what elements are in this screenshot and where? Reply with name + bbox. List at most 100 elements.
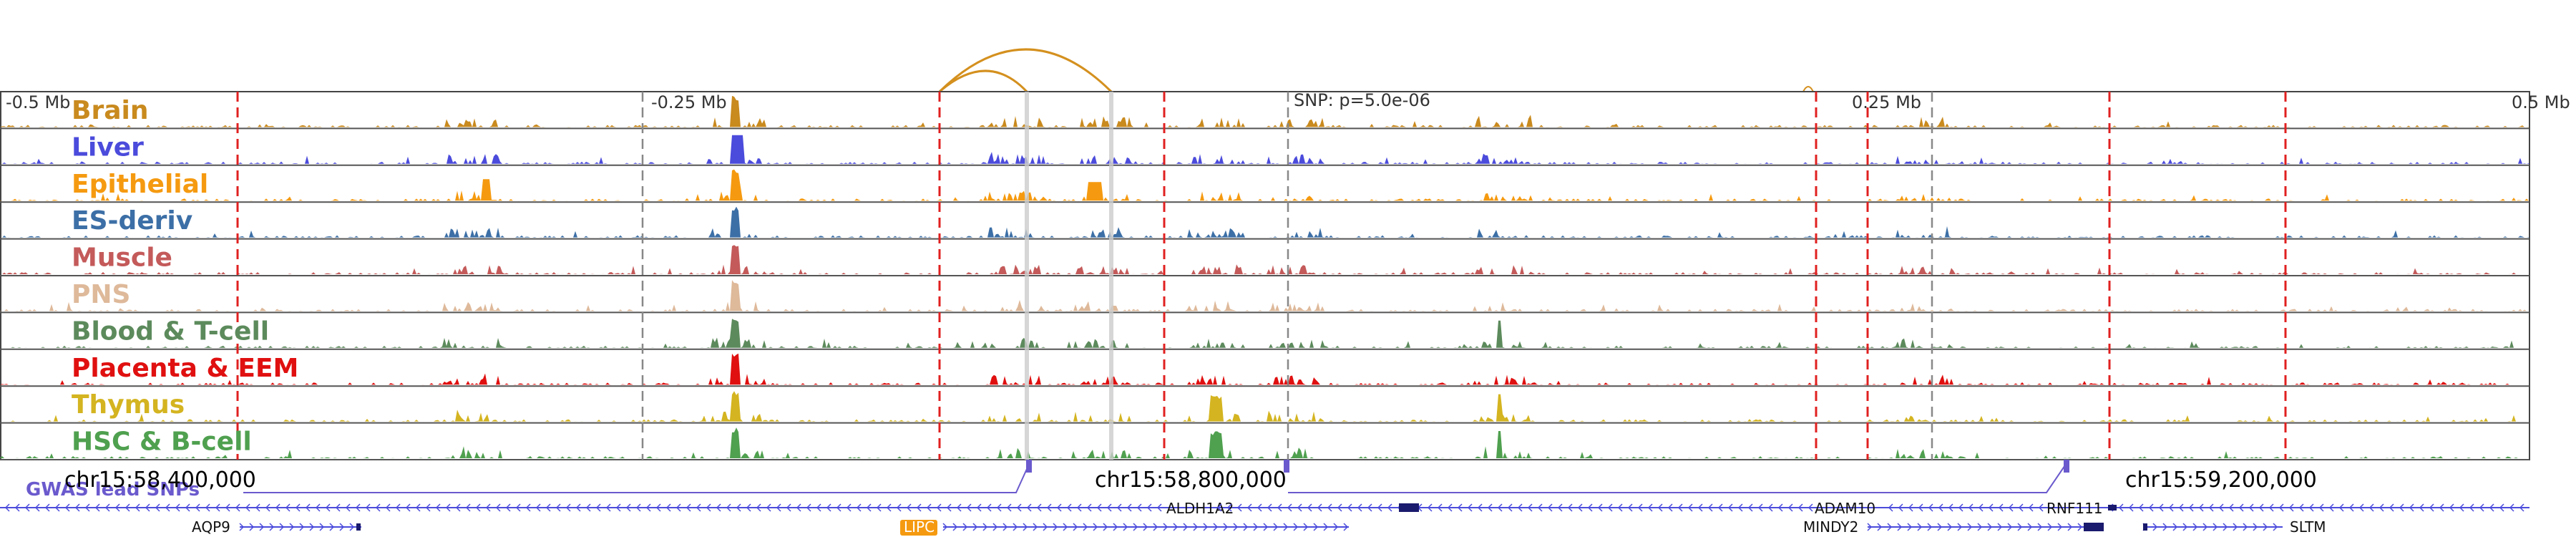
strand-chevron [565, 503, 571, 512]
strand-chevron [175, 503, 180, 512]
strand-chevron [1577, 503, 1583, 512]
gwas-track-label: GWAS lead SNPs [26, 479, 200, 500]
strand-chevron [1297, 503, 1302, 512]
strand-chevron [1617, 503, 1623, 512]
track-labels: Brain Liver Epithelial ES-deriv Muscle PNS Blo… [72, 96, 298, 457]
strand-chevron [2192, 523, 2198, 531]
strand-chevron [445, 503, 451, 512]
strand-chevron [1908, 503, 1913, 512]
strand-chevron [1156, 503, 1162, 512]
track-label: Epithelial [72, 170, 208, 199]
strand-chevron [1507, 503, 1513, 512]
strand-chevron [235, 503, 240, 512]
position-ruler: -0.5 Mb -0.25 Mb 0.25 Mb 0.5 Mb SNP: p=5… [6, 90, 2570, 112]
strand-chevron [1216, 503, 1222, 512]
strand-chevron [2273, 523, 2278, 531]
strand-chevron [1086, 503, 1092, 512]
strand-chevron [1287, 503, 1292, 512]
strand-chevron [2439, 503, 2444, 512]
strand-chevron [836, 503, 841, 512]
strand-chevron [425, 503, 431, 512]
gene-annotation-track: ALDH1A2 ADAM10 RNF111 AQP9 LIPC MINDY2 S… [0, 500, 2529, 536]
strand-chevron [1667, 503, 1673, 512]
strand-chevron [535, 503, 541, 512]
track-signal-8 [0, 391, 2529, 424]
strand-chevron [2128, 503, 2134, 512]
strand-chevron [1567, 503, 1573, 512]
gwas-connector [1288, 460, 2069, 493]
strand-chevron [165, 503, 170, 512]
strand-chevron [1357, 503, 1362, 512]
strand-chevron [1677, 503, 1683, 512]
strand-chevron [2298, 503, 2304, 512]
strand-chevron [2202, 523, 2208, 531]
strand-chevron [1947, 523, 1953, 531]
strand-chevron [1777, 503, 1783, 512]
strand-chevron [289, 523, 295, 531]
strand-chevron [455, 503, 461, 512]
strand-chevron [2162, 523, 2168, 531]
strand-chevron [515, 503, 521, 512]
strand-chevron [1123, 523, 1128, 531]
strand-chevron [2057, 523, 2063, 531]
strand-chevron [1213, 523, 1219, 531]
strand-chevron [1587, 503, 1593, 512]
strand-chevron [1467, 503, 1473, 512]
strand-chevron [345, 503, 351, 512]
strand-chevron [1337, 503, 1342, 512]
strand-chevron [2248, 503, 2254, 512]
strand-chevron [1036, 503, 1042, 512]
strand-chevron [2178, 503, 2184, 512]
strand-chevron [1083, 523, 1088, 531]
strand-chevron [696, 503, 701, 512]
strand-chevron [2027, 523, 2033, 531]
strand-chevron [335, 503, 341, 512]
strand-chevron [1727, 503, 1733, 512]
strand-chevron [405, 503, 411, 512]
gene-aldh1a2: ALDH1A2 [1166, 500, 1234, 517]
strand-chevron [2238, 503, 2244, 512]
strand-chevron [686, 503, 691, 512]
strand-chevron [1937, 523, 1943, 531]
strand-chevron [2258, 503, 2264, 512]
strand-chevron [2268, 503, 2274, 512]
strand-chevron [1273, 523, 1279, 531]
track-label: Liver [72, 132, 144, 162]
strand-chevron [2047, 523, 2053, 531]
strand-chevron [1958, 503, 1963, 512]
strand-chevron [886, 503, 892, 512]
exon-block [356, 523, 361, 531]
strand-chevron [766, 503, 771, 512]
strand-chevron [992, 523, 998, 531]
strand-chevron [269, 523, 275, 531]
strand-chevron [1537, 503, 1543, 512]
strand-chevron [1347, 503, 1352, 512]
strand-chevron [2148, 503, 2154, 512]
strand-chevron [339, 523, 345, 531]
strand-chevron [1998, 503, 2004, 512]
strand-chevron [1267, 503, 1272, 512]
strand-chevron [1307, 503, 1312, 512]
strand-chevron [295, 503, 301, 512]
strand-chevron [245, 503, 250, 512]
strand-chevron [1697, 503, 1703, 512]
strand-chevron [1343, 523, 1349, 531]
track-label: PNS [72, 280, 130, 309]
strand-chevron [1223, 523, 1229, 531]
strand-chevron [125, 503, 130, 512]
gwas-track: GWAS lead SNPs [26, 460, 2069, 500]
strand-chevron [2338, 503, 2344, 512]
strand-chevron [1657, 503, 1663, 512]
strand-chevron [1053, 523, 1058, 531]
marker-lines [236, 92, 2287, 460]
strand-chevron [1797, 503, 1803, 512]
strand-chevron [2479, 503, 2484, 512]
strand-chevron [309, 523, 315, 531]
strand-chevron [1897, 523, 1903, 531]
strand-chevron [726, 503, 731, 512]
strand-chevron [1203, 523, 1209, 531]
strand-chevron [796, 503, 801, 512]
strand-chevron [1957, 523, 1963, 531]
signal-tracks [0, 95, 2529, 460]
